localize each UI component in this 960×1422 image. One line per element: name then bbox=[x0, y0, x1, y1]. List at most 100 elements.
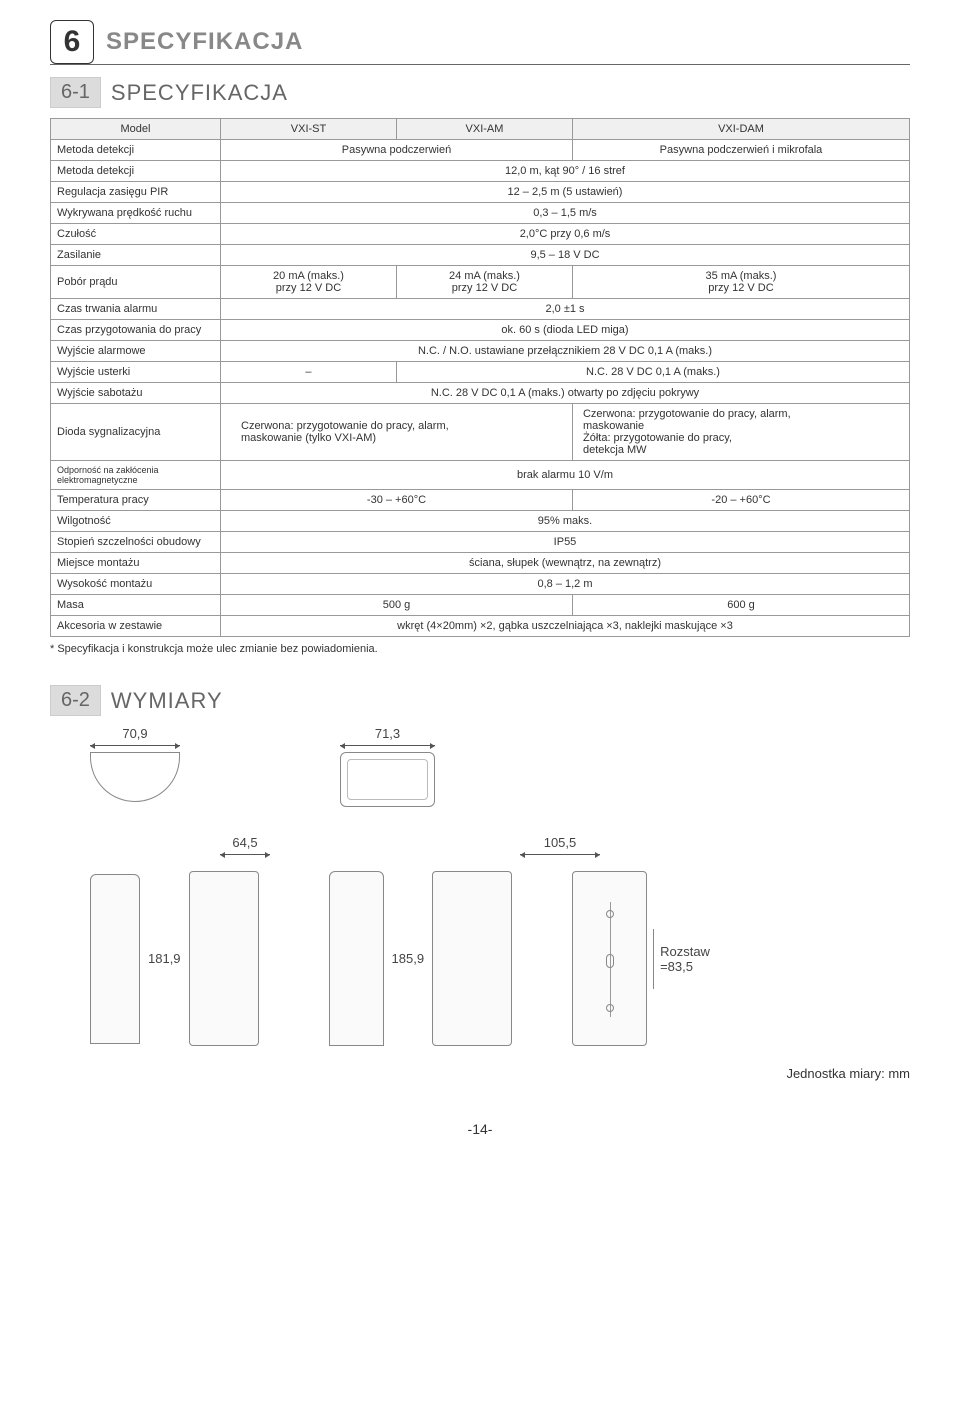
table-row: Wykrywana prędkość ruchu 0,3 – 1,5 m/s bbox=[51, 203, 910, 224]
col-vxi-am: VXI-AM bbox=[396, 119, 572, 140]
table-row: Czas przygotowania do pracy ok. 60 s (di… bbox=[51, 320, 910, 341]
row-value: 600 g bbox=[572, 595, 909, 616]
spec-table: Model VXI-ST VXI-AM VXI-DAM Metoda detek… bbox=[50, 118, 910, 637]
table-row: Pobór prądu 20 mA (maks.) przy 12 V DC 2… bbox=[51, 266, 910, 299]
device-side-outline bbox=[329, 871, 384, 1046]
col-model: Model bbox=[51, 119, 221, 140]
table-row: Regulacja zasięgu PIR 12 – 2,5 m (5 usta… bbox=[51, 182, 910, 203]
row-value: 0,8 – 1,2 m bbox=[221, 574, 910, 595]
device-side-outline bbox=[189, 871, 259, 1046]
row-value: 0,3 – 1,5 m/s bbox=[221, 203, 910, 224]
row-value: Czerwona: przygotowanie do pracy, alarm,… bbox=[221, 404, 573, 461]
table-row: Miejsce montażu ściana, słupek (wewnątrz… bbox=[51, 553, 910, 574]
dim-side-group-2: 185,9 bbox=[329, 871, 513, 1046]
table-row: Masa 500 g 600 g bbox=[51, 595, 910, 616]
row-label: Regulacja zasięgu PIR bbox=[51, 182, 221, 203]
row-value: N.C. 28 V DC 0,1 A (maks.) otwarty po zd… bbox=[221, 383, 910, 404]
table-row: Wilgotność 95% maks. bbox=[51, 511, 910, 532]
dim-top-view-1: 70,9 bbox=[90, 726, 180, 802]
row-label: Wysokość montażu bbox=[51, 574, 221, 595]
dim-value: 71,3 bbox=[375, 726, 400, 741]
dim-arrow-icon bbox=[340, 745, 435, 746]
table-row: Metoda detekcji 12,0 m, kąt 90° / 16 str… bbox=[51, 161, 910, 182]
dim-value: 185,9 bbox=[392, 951, 425, 966]
table-row: Temperatura pracy -30 – +60°C -20 – +60°… bbox=[51, 490, 910, 511]
dim-value: 70,9 bbox=[122, 726, 147, 741]
unit-note: Jednostka miary: mm bbox=[50, 1066, 910, 1081]
dim-back-plate: Rozstaw =83,5 bbox=[572, 871, 710, 1046]
subsection-number: 6-1 bbox=[50, 77, 101, 108]
spec-footnote: * Specyfikacja i konstrukcja może ulec z… bbox=[50, 643, 910, 655]
dim-arrow-icon bbox=[520, 854, 600, 855]
device-top-outline bbox=[90, 752, 180, 802]
row-label: Wykrywana prędkość ruchu bbox=[51, 203, 221, 224]
table-row: Wyjście usterki – N.C. 28 V DC 0,1 A (ma… bbox=[51, 362, 910, 383]
row-label: Miejsce montażu bbox=[51, 553, 221, 574]
row-label: Metoda detekcji bbox=[51, 161, 221, 182]
dim-arrow-icon bbox=[90, 745, 180, 746]
row-value: 35 mA (maks.) przy 12 V DC bbox=[572, 266, 909, 299]
row-label: Wyjście alarmowe bbox=[51, 341, 221, 362]
subsection-number: 6-2 bbox=[50, 685, 101, 716]
row-value: 12,0 m, kąt 90° / 16 stref bbox=[221, 161, 910, 182]
device-top-outline bbox=[340, 752, 435, 807]
row-value: -20 – +60°C bbox=[572, 490, 909, 511]
row-label: Zasilanie bbox=[51, 245, 221, 266]
row-value: 2,0°C przy 0,6 m/s bbox=[221, 224, 910, 245]
table-row: Akcesoria w zestawie wkręt (4×20mm) ×2, … bbox=[51, 616, 910, 637]
rozstaw-value: =83,5 bbox=[660, 959, 693, 974]
row-label: Masa bbox=[51, 595, 221, 616]
rozstaw-text: Rozstaw bbox=[660, 944, 710, 959]
row-label: Pobór prądu bbox=[51, 266, 221, 299]
row-label: Wyjście sabotażu bbox=[51, 383, 221, 404]
row-label: Czułość bbox=[51, 224, 221, 245]
dim-top-view-2: 71,3 bbox=[340, 726, 435, 807]
table-row: Wyjście alarmowe N.C. / N.O. ustawiane p… bbox=[51, 341, 910, 362]
device-side-outline bbox=[90, 874, 140, 1044]
row-value: 95% maks. bbox=[221, 511, 910, 532]
row-value: 500 g bbox=[221, 595, 573, 616]
row-label: Czas przygotowania do pracy bbox=[51, 320, 221, 341]
dim-width-label-1: 64,5 bbox=[220, 835, 270, 861]
dim-width-label-2: 105,5 bbox=[520, 835, 600, 861]
table-header-row: Model VXI-ST VXI-AM VXI-DAM bbox=[51, 119, 910, 140]
row-value: 9,5 – 18 V DC bbox=[221, 245, 910, 266]
subsection-6-1-header: 6-1 SPECYFIKACJA bbox=[50, 77, 910, 108]
subsection-title: SPECYFIKACJA bbox=[111, 80, 288, 106]
row-value: Pasywna podczerwień i mikrofala bbox=[572, 140, 909, 161]
dim-arrow-icon bbox=[220, 854, 270, 855]
dim-value: 181,9 bbox=[148, 951, 181, 966]
row-label: Wilgotność bbox=[51, 511, 221, 532]
row-value: 12 – 2,5 m (5 ustawień) bbox=[221, 182, 910, 203]
row-label: Temperatura pracy bbox=[51, 490, 221, 511]
row-value: wkręt (4×20mm) ×2, gąbka uszczelniająca … bbox=[221, 616, 910, 637]
row-value: Pasywna podczerwień bbox=[221, 140, 573, 161]
row-label: Wyjście usterki bbox=[51, 362, 221, 383]
table-row: Wyjście sabotażu N.C. 28 V DC 0,1 A (mak… bbox=[51, 383, 910, 404]
dim-side-group-1: 181,9 bbox=[90, 871, 259, 1046]
dim-value: 64,5 bbox=[232, 835, 257, 850]
table-row: Zasilanie 9,5 – 18 V DC bbox=[51, 245, 910, 266]
row-value: Czerwona: przygotowanie do pracy, alarm,… bbox=[572, 404, 909, 461]
dim-value: 105,5 bbox=[544, 835, 577, 850]
row-value: N.C. / N.O. ustawiane przełącznikiem 28 … bbox=[221, 341, 910, 362]
section-number: 6 bbox=[50, 20, 94, 64]
table-row: Czułość 2,0°C przy 0,6 m/s bbox=[51, 224, 910, 245]
section-title: SPECYFIKACJA bbox=[106, 28, 303, 56]
row-value: ok. 60 s (dioda LED miga) bbox=[221, 320, 910, 341]
row-value: brak alarmu 10 V/m bbox=[221, 461, 910, 490]
row-label: Czas trwania alarmu bbox=[51, 299, 221, 320]
col-vxi-st: VXI-ST bbox=[221, 119, 397, 140]
row-label: Akcesoria w zestawie bbox=[51, 616, 221, 637]
section-header: 6 SPECYFIKACJA bbox=[50, 20, 910, 65]
row-value: -30 – +60°C bbox=[221, 490, 573, 511]
table-row: Wysokość montażu 0,8 – 1,2 m bbox=[51, 574, 910, 595]
subsection-6-2-header: 6-2 WYMIARY bbox=[50, 685, 910, 716]
row-value: 2,0 ±1 s bbox=[221, 299, 910, 320]
row-value: N.C. 28 V DC 0,1 A (maks.) bbox=[396, 362, 909, 383]
row-label: Odporność na zakłócenia elektromagnetycz… bbox=[51, 461, 221, 490]
row-label: Dioda sygnalizacyjna bbox=[51, 404, 221, 461]
device-back-outline bbox=[572, 871, 647, 1046]
rozstaw-label: Rozstaw =83,5 bbox=[653, 929, 710, 989]
table-row: Czas trwania alarmu 2,0 ±1 s bbox=[51, 299, 910, 320]
